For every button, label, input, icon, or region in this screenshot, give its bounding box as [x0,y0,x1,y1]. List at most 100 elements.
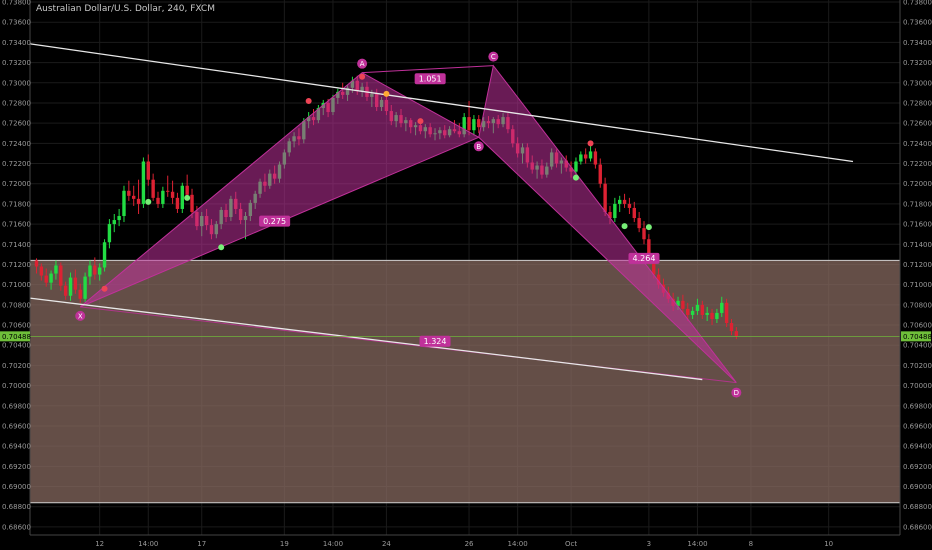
candle-body [690,310,695,315]
candle-body [78,289,82,299]
signal-dot [572,174,579,181]
candle-body [676,300,680,306]
y-tick-label-left: 0.71000 [2,281,31,289]
x-tick-label: 24 [382,540,391,548]
candle-body [608,211,612,219]
signal-dot [101,285,108,292]
y-tick-label-right: 0.69400 [903,443,932,451]
x-tick-label: 10 [824,540,833,548]
candle-body [156,197,160,204]
candle-body [705,312,709,315]
y-tick-label-left: 0.70400 [2,342,31,350]
pattern-point-label: A [360,60,365,68]
candle-body [462,117,466,135]
signal-dot [383,90,390,97]
candle-body [622,199,627,204]
candle-body [122,190,126,217]
candle-body [613,203,617,219]
ratio-label: 0.275 [263,217,286,226]
trendlines [26,42,900,381]
candle-body [97,267,102,275]
y-tick-label-left: 0.68800 [2,503,31,511]
y-tick-label-right: 0.69200 [903,463,932,471]
y-tick-label-right: 0.73200 [903,59,932,67]
y-tick-label-left: 0.70200 [2,362,31,370]
pattern-point-marker [473,141,484,152]
prz-zone [30,260,900,503]
candle-body [141,161,146,204]
candle-body [734,331,739,337]
ratio-label: 1.324 [424,337,447,346]
candle-body [83,276,87,299]
pattern-point-label: B [476,143,481,151]
y-tick-label-right: 0.71600 [903,221,932,229]
y-tick-label-right: 0.70800 [903,301,932,309]
x-tick-label: 26 [465,540,474,548]
y-tick-label-left: 0.71400 [2,241,31,249]
candle-body [73,277,78,290]
ratio-label-bg [628,252,660,264]
y-tick-label-right: 0.72000 [903,180,932,188]
candle-body [637,218,641,229]
ratio-label-bg [259,215,291,227]
candle-body [132,195,136,199]
y-tick-label-left: 0.72000 [2,180,31,188]
candle-body [49,273,53,283]
trendline [26,297,703,381]
pattern-labels: X A B C D 0.275 1.051 4.264 1.324 [75,51,742,398]
signal-dot [145,198,152,205]
candle-body [161,190,165,204]
y-tick-label-right: 0.71200 [903,261,932,269]
left-axis-bg [0,0,30,550]
x-tick-label: 14:00 [687,540,707,548]
candle-body [146,161,150,180]
y-tick-label-right: 0.71800 [903,200,932,208]
candle-body [720,302,724,313]
signal-dot [587,140,594,147]
candle-body [127,190,131,196]
ratio-label-bg [419,335,451,347]
y-tick-label-left: 0.72800 [2,99,31,107]
y-tick-label-left: 0.69600 [2,422,31,430]
y-tick-label-right: 0.72200 [903,160,932,168]
candle-body [166,190,170,192]
x-tick-label: 8 [749,540,753,548]
candle-body [39,266,44,276]
signal-dot [417,118,424,125]
y-tick-label-left: 0.71200 [2,261,31,269]
x-tick-label: Oct [565,540,577,548]
pattern-point-marker [488,51,499,62]
y-tick-label-left: 0.69800 [2,402,31,410]
candle-body [642,228,646,240]
candle-body [34,260,39,267]
signal-dot [621,223,628,230]
y-tick-label-left: 0.73200 [2,59,31,67]
last-price-tag-left-text: 0.70488 [2,333,31,341]
signal-dot [359,73,366,80]
signal-dot [305,97,312,104]
chart-title: Australian Dollar/U.S. Dollar, 240, FXCM [36,4,215,14]
y-tick-label-left: 0.72200 [2,160,31,168]
y-tick-label-right: 0.71000 [903,281,932,289]
y-tick-label-right: 0.72400 [903,140,932,148]
y-tick-label-right: 0.70200 [903,362,932,370]
y-tick-label-right: 0.70000 [903,382,932,390]
candle-body [652,260,656,275]
candle-body [93,265,97,275]
ratio-label-bg [414,73,446,85]
pattern-point-marker [357,58,368,69]
y-tick-label-right: 0.72800 [903,99,932,107]
pattern-point-label: C [491,53,496,61]
x-tick-label: 17 [197,540,206,548]
candle-body [588,151,593,159]
y-tick-label-right: 0.72600 [903,120,932,128]
candle-body [603,183,607,212]
trendline [26,42,854,163]
candle-body [44,275,48,283]
x-tick-label: 14:00 [138,540,158,548]
y-tick-label-right: 0.69600 [903,422,932,430]
y-tick-label-left: 0.70000 [2,382,31,390]
candle-body [472,119,476,131]
